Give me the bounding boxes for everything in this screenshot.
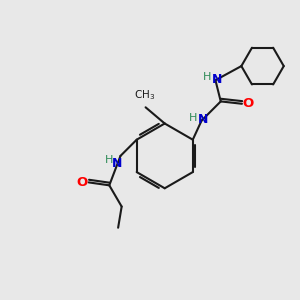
Text: N: N <box>212 73 222 85</box>
Text: H: H <box>189 112 197 123</box>
Text: N: N <box>112 157 123 170</box>
Text: N: N <box>198 113 208 127</box>
Text: H: H <box>202 72 211 82</box>
Text: O: O <box>76 176 87 190</box>
Text: O: O <box>243 97 254 110</box>
Text: CH$_3$: CH$_3$ <box>134 88 155 102</box>
Text: H: H <box>104 155 113 165</box>
